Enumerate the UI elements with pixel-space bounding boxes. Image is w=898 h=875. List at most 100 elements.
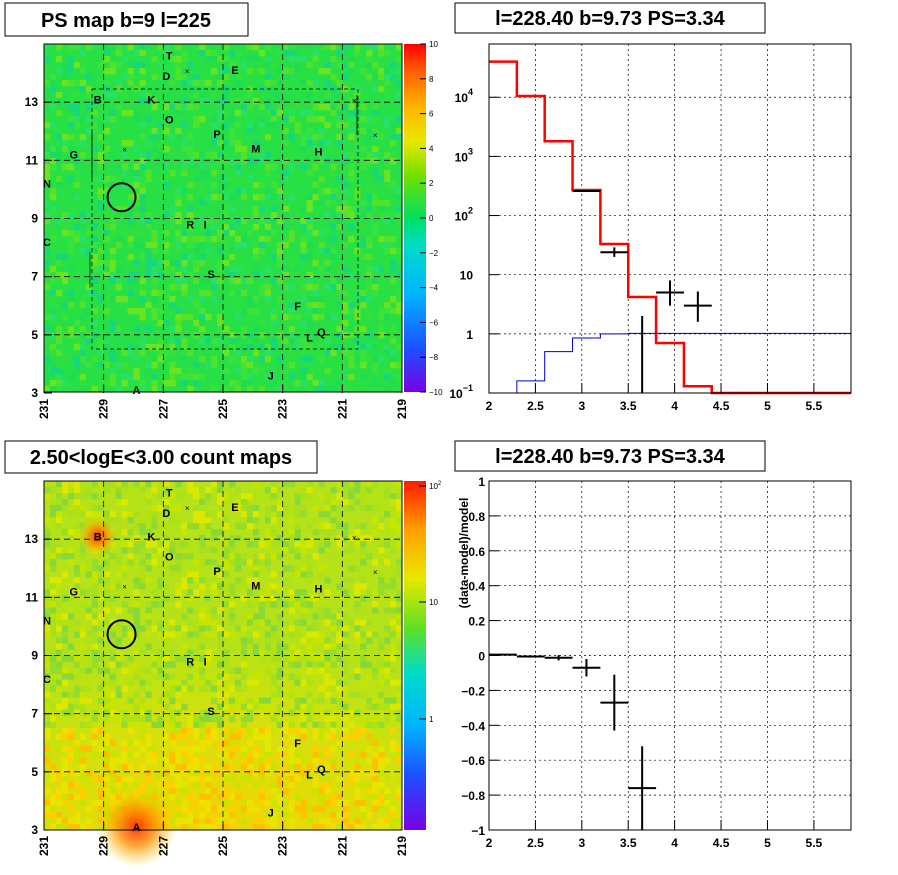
count-map-cell <box>366 631 373 638</box>
ps-map-cell <box>252 296 260 303</box>
ps-map-cell <box>55 176 63 183</box>
ps-map-cell <box>169 374 176 381</box>
count-map-cell <box>91 583 98 590</box>
ps-map-cell <box>324 200 331 207</box>
y-tick-label: −0.4 <box>461 719 485 733</box>
ps-map-cell <box>330 56 337 63</box>
ps-map-cell <box>306 320 313 327</box>
count-map-cell <box>67 769 75 777</box>
count-map-cell <box>205 655 212 662</box>
count-map-cell <box>145 733 152 741</box>
count-map-cell <box>127 511 134 518</box>
count-map-cell <box>342 505 349 512</box>
count-map-cell <box>157 547 164 554</box>
count-map-cell <box>163 781 170 789</box>
ps-map-cell <box>103 338 110 345</box>
ps-map-cell <box>288 116 295 123</box>
count-map-cell <box>175 727 182 735</box>
ps-map-cell <box>246 56 254 63</box>
count-map-cell <box>264 817 272 825</box>
ps-map-cell <box>169 260 176 267</box>
ps-map-cell <box>234 236 242 243</box>
ps-map-cell <box>318 266 325 273</box>
count-map-cell <box>211 547 218 554</box>
ps-map-cell <box>223 122 230 129</box>
count-map-cell <box>312 637 319 644</box>
count-map-cell <box>246 763 254 771</box>
ps-map-cell <box>211 362 218 369</box>
count-map-cell <box>175 589 182 596</box>
count-map-cell <box>199 505 206 512</box>
ps-map-cell <box>91 386 98 393</box>
ps-map-cell <box>127 242 134 249</box>
ps-map-cell <box>115 278 122 285</box>
ps-map-cell <box>67 302 75 309</box>
count-map-cell <box>121 499 128 506</box>
ps-map-cell <box>288 194 295 201</box>
count-map-cell <box>205 523 212 530</box>
count-map-cell <box>127 715 134 722</box>
count-map-cell <box>44 589 51 596</box>
count-map-cell <box>396 643 403 650</box>
count-map-cell <box>306 625 313 632</box>
ps-map-cell <box>228 272 236 279</box>
count-map-cell <box>169 709 176 716</box>
source-label: T <box>166 488 173 500</box>
count-map-cell <box>97 721 104 729</box>
count-map-cell <box>187 607 194 614</box>
count-map-cell <box>228 547 236 554</box>
ps-map-cell <box>318 68 325 75</box>
ps-map-cell <box>294 68 301 75</box>
ps-map-cell <box>372 164 379 171</box>
colorbar-tick-label: 4 <box>429 144 434 153</box>
ps-map-cell <box>246 164 254 171</box>
ps-map-cell <box>228 230 236 237</box>
count-map-cell <box>372 631 379 638</box>
ps-map-cell <box>378 332 385 339</box>
ps-map-cell <box>342 158 349 165</box>
ps-map-cell <box>103 260 110 267</box>
count-map-cell <box>127 739 134 747</box>
count-map-cell <box>73 481 81 488</box>
count-map-cell <box>103 763 110 771</box>
ps-map-cell <box>282 68 289 75</box>
count-map-cell <box>175 505 182 512</box>
ps-map-cell <box>324 266 331 273</box>
ps-map-cell <box>181 236 188 243</box>
count-map-cell <box>61 511 69 518</box>
ps-map-cell <box>115 284 122 291</box>
ps-map-cell <box>103 140 110 147</box>
ps-map-cell <box>55 182 63 189</box>
ps-map-cell <box>145 356 152 363</box>
ps-map-cell <box>127 290 134 297</box>
count-map-cell <box>145 691 152 698</box>
ps-map-cell <box>91 356 98 363</box>
ps-map-cell <box>330 212 337 219</box>
count-map-cell <box>276 601 283 608</box>
ps-map-cell <box>73 338 81 345</box>
ps-map-cell <box>175 326 182 333</box>
count-map-cell <box>294 697 301 704</box>
count-map-cell <box>384 823 391 831</box>
count-map-cell <box>342 577 349 584</box>
ps-map-cell <box>234 278 242 285</box>
ps-map-cell <box>306 128 313 135</box>
count-map-cell <box>354 775 361 783</box>
count-map-cell <box>127 493 134 500</box>
count-map-cell <box>199 517 206 524</box>
ps-map-cell <box>258 152 266 159</box>
count-map-cell <box>139 709 146 716</box>
count-map-cell <box>187 721 194 729</box>
count-map-cell <box>348 721 355 729</box>
count-map-cell <box>97 481 104 488</box>
ps-map-cell <box>145 272 152 279</box>
ps-map-cell <box>336 380 343 387</box>
count-map-cell <box>390 601 397 608</box>
count-map-cell <box>288 505 295 512</box>
count-map-cell <box>252 571 260 578</box>
ps-map-cell <box>133 212 140 219</box>
count-map-cell <box>187 553 194 560</box>
ps-map-cell <box>151 296 158 303</box>
count-map-cell <box>240 685 248 692</box>
count-map-cell <box>61 487 69 494</box>
